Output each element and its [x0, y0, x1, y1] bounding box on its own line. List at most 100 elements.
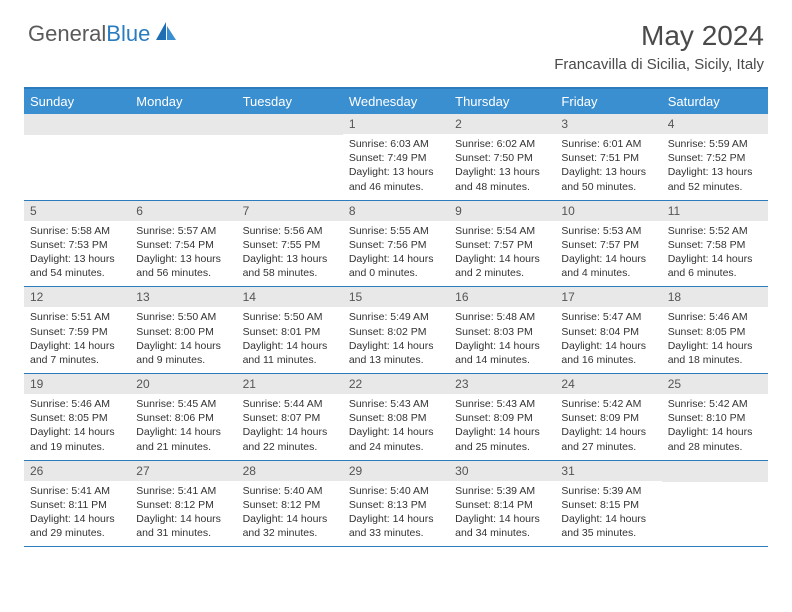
empty-day-bar: [237, 114, 343, 135]
day-body: Sunrise: 5:55 AMSunset: 7:56 PMDaylight:…: [343, 221, 449, 287]
day-body: Sunrise: 5:57 AMSunset: 7:54 PMDaylight:…: [130, 221, 236, 287]
day-body: Sunrise: 5:58 AMSunset: 7:53 PMDaylight:…: [24, 221, 130, 287]
day-body: Sunrise: 5:53 AMSunset: 7:57 PMDaylight:…: [555, 221, 661, 287]
day-cell: 3Sunrise: 6:01 AMSunset: 7:51 PMDaylight…: [555, 114, 661, 200]
day-cell: 15Sunrise: 5:49 AMSunset: 8:02 PMDayligh…: [343, 287, 449, 373]
month-title: May 2024: [554, 20, 764, 52]
day-body: Sunrise: 5:59 AMSunset: 7:52 PMDaylight:…: [662, 134, 768, 200]
day-cell: [662, 461, 768, 547]
day-cell: 17Sunrise: 5:47 AMSunset: 8:04 PMDayligh…: [555, 287, 661, 373]
day-body: Sunrise: 5:51 AMSunset: 7:59 PMDaylight:…: [24, 307, 130, 373]
empty-day-bar: [24, 114, 130, 135]
header: GeneralBlue May 2024 Francavilla di Sici…: [0, 0, 792, 77]
day-cell: 29Sunrise: 5:40 AMSunset: 8:13 PMDayligh…: [343, 461, 449, 547]
logo-text: GeneralBlue: [28, 21, 150, 47]
day-body: Sunrise: 5:54 AMSunset: 7:57 PMDaylight:…: [449, 221, 555, 287]
day-number: 24: [555, 374, 661, 394]
day-number: 11: [662, 201, 768, 221]
day-cell: [130, 114, 236, 200]
day-number: 25: [662, 374, 768, 394]
location: Francavilla di Sicilia, Sicily, Italy: [554, 56, 764, 73]
week-row: 12Sunrise: 5:51 AMSunset: 7:59 PMDayligh…: [24, 287, 768, 374]
day-cell: 21Sunrise: 5:44 AMSunset: 8:07 PMDayligh…: [237, 374, 343, 460]
day-number: 4: [662, 114, 768, 134]
day-body: Sunrise: 5:46 AMSunset: 8:05 PMDaylight:…: [662, 307, 768, 373]
day-number: 21: [237, 374, 343, 394]
day-body: Sunrise: 5:39 AMSunset: 8:14 PMDaylight:…: [449, 481, 555, 547]
day-cell: 11Sunrise: 5:52 AMSunset: 7:58 PMDayligh…: [662, 201, 768, 287]
week-row: 26Sunrise: 5:41 AMSunset: 8:11 PMDayligh…: [24, 461, 768, 548]
day-cell: 30Sunrise: 5:39 AMSunset: 8:14 PMDayligh…: [449, 461, 555, 547]
title-block: May 2024 Francavilla di Sicilia, Sicily,…: [554, 20, 764, 73]
day-number: 6: [130, 201, 236, 221]
day-number: 7: [237, 201, 343, 221]
logo: GeneralBlue: [28, 20, 178, 47]
day-cell: 26Sunrise: 5:41 AMSunset: 8:11 PMDayligh…: [24, 461, 130, 547]
day-number: 9: [449, 201, 555, 221]
day-cell: 8Sunrise: 5:55 AMSunset: 7:56 PMDaylight…: [343, 201, 449, 287]
weekday-header: Friday: [555, 89, 661, 114]
day-body: Sunrise: 5:42 AMSunset: 8:10 PMDaylight:…: [662, 394, 768, 460]
day-cell: 7Sunrise: 5:56 AMSunset: 7:55 PMDaylight…: [237, 201, 343, 287]
day-body: Sunrise: 5:41 AMSunset: 8:11 PMDaylight:…: [24, 481, 130, 547]
weekday-header: Sunday: [24, 89, 130, 114]
day-body: Sunrise: 6:03 AMSunset: 7:49 PMDaylight:…: [343, 134, 449, 200]
day-number: 17: [555, 287, 661, 307]
day-body: Sunrise: 5:39 AMSunset: 8:15 PMDaylight:…: [555, 481, 661, 547]
day-number: 10: [555, 201, 661, 221]
day-cell: 24Sunrise: 5:42 AMSunset: 8:09 PMDayligh…: [555, 374, 661, 460]
day-body: Sunrise: 5:44 AMSunset: 8:07 PMDaylight:…: [237, 394, 343, 460]
day-cell: 27Sunrise: 5:41 AMSunset: 8:12 PMDayligh…: [130, 461, 236, 547]
day-cell: 10Sunrise: 5:53 AMSunset: 7:57 PMDayligh…: [555, 201, 661, 287]
day-number: 13: [130, 287, 236, 307]
day-cell: [24, 114, 130, 200]
day-cell: 13Sunrise: 5:50 AMSunset: 8:00 PMDayligh…: [130, 287, 236, 373]
empty-day-bar: [662, 461, 768, 482]
day-cell: 14Sunrise: 5:50 AMSunset: 8:01 PMDayligh…: [237, 287, 343, 373]
day-number: 27: [130, 461, 236, 481]
day-body: Sunrise: 5:56 AMSunset: 7:55 PMDaylight:…: [237, 221, 343, 287]
day-body: Sunrise: 6:01 AMSunset: 7:51 PMDaylight:…: [555, 134, 661, 200]
day-number: 20: [130, 374, 236, 394]
day-body: Sunrise: 5:40 AMSunset: 8:13 PMDaylight:…: [343, 481, 449, 547]
day-cell: 20Sunrise: 5:45 AMSunset: 8:06 PMDayligh…: [130, 374, 236, 460]
day-cell: 16Sunrise: 5:48 AMSunset: 8:03 PMDayligh…: [449, 287, 555, 373]
day-cell: 31Sunrise: 5:39 AMSunset: 8:15 PMDayligh…: [555, 461, 661, 547]
day-number: 29: [343, 461, 449, 481]
day-number: 15: [343, 287, 449, 307]
day-number: 31: [555, 461, 661, 481]
day-number: 26: [24, 461, 130, 481]
day-number: 14: [237, 287, 343, 307]
day-number: 5: [24, 201, 130, 221]
day-number: 19: [24, 374, 130, 394]
sail-icon: [154, 20, 178, 47]
day-body: Sunrise: 5:43 AMSunset: 8:08 PMDaylight:…: [343, 394, 449, 460]
day-body: Sunrise: 5:48 AMSunset: 8:03 PMDaylight:…: [449, 307, 555, 373]
day-cell: 9Sunrise: 5:54 AMSunset: 7:57 PMDaylight…: [449, 201, 555, 287]
day-cell: 23Sunrise: 5:43 AMSunset: 8:09 PMDayligh…: [449, 374, 555, 460]
day-body: Sunrise: 5:52 AMSunset: 7:58 PMDaylight:…: [662, 221, 768, 287]
day-cell: 2Sunrise: 6:02 AMSunset: 7:50 PMDaylight…: [449, 114, 555, 200]
day-number: 30: [449, 461, 555, 481]
week-row: 1Sunrise: 6:03 AMSunset: 7:49 PMDaylight…: [24, 114, 768, 201]
logo-part1: General: [28, 21, 106, 46]
day-number: 12: [24, 287, 130, 307]
day-number: 3: [555, 114, 661, 134]
weekday-header: Wednesday: [343, 89, 449, 114]
day-body: Sunrise: 5:41 AMSunset: 8:12 PMDaylight:…: [130, 481, 236, 547]
day-number: 28: [237, 461, 343, 481]
day-cell: 6Sunrise: 5:57 AMSunset: 7:54 PMDaylight…: [130, 201, 236, 287]
day-body: Sunrise: 5:42 AMSunset: 8:09 PMDaylight:…: [555, 394, 661, 460]
day-body: Sunrise: 5:50 AMSunset: 8:00 PMDaylight:…: [130, 307, 236, 373]
logo-part2: Blue: [106, 21, 150, 46]
week-row: 5Sunrise: 5:58 AMSunset: 7:53 PMDaylight…: [24, 201, 768, 288]
day-cell: 4Sunrise: 5:59 AMSunset: 7:52 PMDaylight…: [662, 114, 768, 200]
day-cell: 25Sunrise: 5:42 AMSunset: 8:10 PMDayligh…: [662, 374, 768, 460]
day-cell: 28Sunrise: 5:40 AMSunset: 8:12 PMDayligh…: [237, 461, 343, 547]
day-body: Sunrise: 5:45 AMSunset: 8:06 PMDaylight:…: [130, 394, 236, 460]
day-number: 1: [343, 114, 449, 134]
day-cell: 22Sunrise: 5:43 AMSunset: 8:08 PMDayligh…: [343, 374, 449, 460]
day-cell: 18Sunrise: 5:46 AMSunset: 8:05 PMDayligh…: [662, 287, 768, 373]
day-number: 16: [449, 287, 555, 307]
calendar: SundayMondayTuesdayWednesdayThursdayFrid…: [24, 87, 768, 547]
